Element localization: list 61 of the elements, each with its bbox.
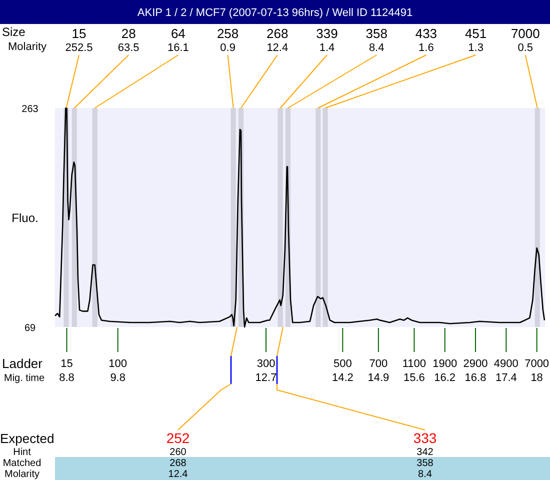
x-tick-label: 8.8 xyxy=(59,372,74,384)
text: 1900 xyxy=(432,358,458,370)
line-series xyxy=(54,107,546,328)
y-tick-label: 69 xyxy=(24,323,36,334)
annotation: 0.5 xyxy=(518,42,534,54)
text: 7000 xyxy=(524,358,550,370)
band-label: 258 xyxy=(216,26,239,41)
annotation: 1.3 xyxy=(468,42,484,54)
y-axis-title: Fluo. xyxy=(12,211,38,225)
x-tick-label: 14.9 xyxy=(368,372,390,384)
text: 260 xyxy=(170,447,187,458)
text: 700 xyxy=(369,358,388,370)
text: Molarity xyxy=(8,41,48,53)
text: 1100 xyxy=(402,358,426,370)
band-label: 64 xyxy=(170,26,186,41)
y-tick-label: 263 xyxy=(22,104,39,115)
text: 100 xyxy=(108,358,128,370)
text: 500 xyxy=(333,358,352,370)
x-tick-label: 9.8 xyxy=(110,372,126,384)
annotation: 16.1 xyxy=(167,42,189,54)
annotation: 252.5 xyxy=(65,42,93,54)
text: 300 xyxy=(256,358,276,370)
text: Ladder xyxy=(2,356,44,371)
text: 252 xyxy=(166,430,190,446)
text: 12.4 xyxy=(168,469,188,480)
annotation: 8.4 xyxy=(368,42,384,54)
annotation: 1.4 xyxy=(319,42,335,54)
text: 342 xyxy=(416,447,434,458)
text: 2900 xyxy=(463,358,488,370)
x-axis-title: Mig. time xyxy=(4,373,45,384)
text: Molarity xyxy=(4,469,40,480)
band-label: 28 xyxy=(121,26,136,41)
text: Size xyxy=(2,25,26,39)
band-label: 433 xyxy=(415,26,438,41)
x-tick-label: 17.4 xyxy=(495,372,517,384)
annotation: 12.4 xyxy=(266,42,288,54)
text: Matched xyxy=(2,458,42,469)
text: 8.4 xyxy=(418,469,432,480)
text: 4900 xyxy=(494,358,518,370)
chart-title: AKIP 1 / 2 / MCF7 (2007-07-13 96hrs) / Well ID 1124491 xyxy=(137,7,413,19)
x-tick-label: 15.6 xyxy=(403,372,425,384)
band-label: 451 xyxy=(464,26,487,41)
band-label: 268 xyxy=(266,26,288,41)
x-tick-label: 16.2 xyxy=(434,372,456,384)
band-label: 358 xyxy=(366,26,388,41)
x-tick-label: 18 xyxy=(530,372,543,384)
band-label: 15 xyxy=(72,26,86,41)
text: 358 xyxy=(416,458,434,469)
text: 333 xyxy=(413,430,437,446)
band-label: 7000 xyxy=(510,26,540,41)
x-tick-label: 16.8 xyxy=(464,372,486,384)
annotation: 1.6 xyxy=(418,42,434,54)
annotation: 63.5 xyxy=(118,42,140,54)
band-label: 339 xyxy=(316,26,338,41)
text: Hint xyxy=(13,447,32,458)
text: Expected xyxy=(0,431,54,446)
x-tick-label: 14.2 xyxy=(332,372,354,384)
text: 268 xyxy=(170,458,187,469)
text: 15 xyxy=(60,358,73,370)
annotation: 0.9 xyxy=(220,42,236,54)
x-tick-label: 12.7 xyxy=(255,372,277,384)
